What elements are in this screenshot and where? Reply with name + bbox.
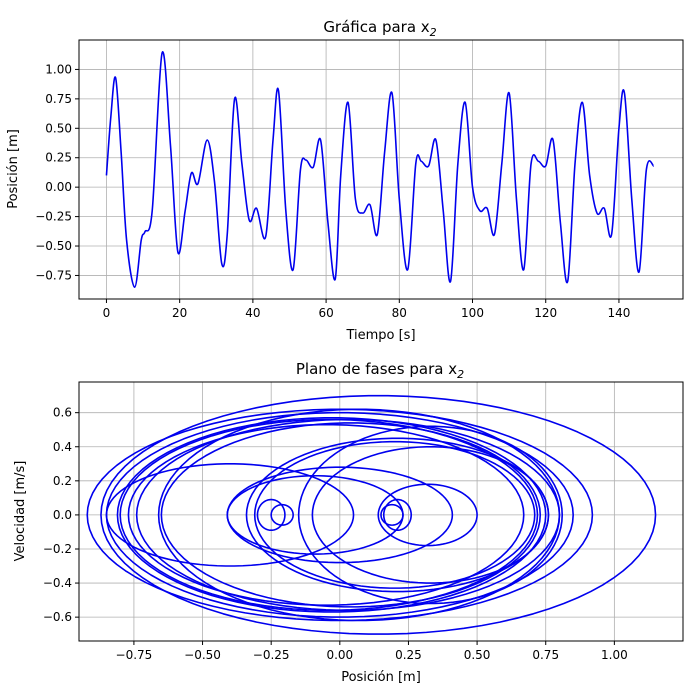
- x-tick-label: 1.00: [601, 648, 628, 662]
- chart-phase: Plano de fases para x2 −0.75 −0.50 −0.25 0.…: [13, 360, 684, 685]
- y-tick-label: 0.0: [53, 508, 72, 522]
- chart-time-title: Gráfica para x2: [323, 18, 436, 39]
- phase-trajectory-loop: [245, 437, 550, 593]
- x-tick-label: 0.25: [395, 648, 422, 662]
- chart-phase-xlabel: Posición [m]: [341, 670, 421, 685]
- phase-trajectory-loop: [297, 425, 563, 605]
- y-tick-label: −0.25: [35, 210, 72, 224]
- phase-trajectory-loop: [253, 440, 536, 589]
- x-tick-label: 60: [318, 306, 333, 320]
- y-tick-label: −0.6: [43, 610, 72, 624]
- x-tick-label: 0.00: [326, 648, 353, 662]
- x-tick-label: 80: [392, 306, 407, 320]
- y-tick-label: −0.2: [43, 542, 72, 556]
- chart-time-plot-area: [105, 51, 655, 289]
- phase-trajectory-loop: [100, 394, 657, 635]
- phase-trajectory-loop: [256, 498, 286, 532]
- y-tick-label: 0.25: [45, 151, 72, 165]
- phase-trajectory-loop: [160, 422, 542, 608]
- chart-time-xlabel: Tiempo [s]: [345, 328, 415, 343]
- chart-time-ylabel: Posición [m]: [6, 129, 21, 209]
- y-tick-label: 0.4: [53, 440, 72, 454]
- chart-time: Gráfica para x2 0 20 40 60 80 100 120 140 −0.75 −…: [6, 18, 684, 343]
- x-tick-label: 40: [245, 306, 260, 320]
- x-tick-label: 20: [172, 306, 187, 320]
- chart-time-frame: [78, 39, 684, 300]
- phase-trajectory-loop: [105, 463, 355, 567]
- chart-phase-frame: [78, 381, 684, 642]
- phase-trajectory-loop: [86, 408, 594, 622]
- chart-time-ticks: 0 20 40 60 80 100 120 140 −0.75 −0.50 −0.25 0.00 0.2…: [35, 62, 630, 320]
- phase-trajectory-loop: [157, 408, 561, 622]
- chart-phase-ylabel: Velocidad [m/s]: [13, 461, 28, 562]
- x-tick-label: 140: [607, 306, 630, 320]
- y-tick-label: 0.00: [45, 180, 72, 194]
- chart-phase-ticks: −0.75 −0.50 −0.25 0.00 0.25 0.50 0.75 1.00 −0.6 −…: [43, 406, 628, 662]
- x-tick-label: 0.75: [532, 648, 559, 662]
- y-tick-label: −0.50: [35, 239, 72, 253]
- phase-trajectory-loop: [380, 503, 404, 526]
- phase-trajectory-loop: [135, 418, 561, 612]
- phase-trajectory-loop: [116, 417, 547, 613]
- phase-trajectory-loop: [226, 466, 454, 564]
- x-tick-label: −0.75: [116, 648, 153, 662]
- chart-phase-plot-area: [86, 394, 657, 635]
- x-tick-label: 0.50: [464, 648, 491, 662]
- phase-trajectory-loop: [382, 498, 412, 532]
- phase-trajectory-loop: [377, 483, 478, 547]
- y-tick-label: 0.2: [53, 474, 72, 488]
- y-tick-label: −0.4: [43, 576, 72, 590]
- series-line-position: [105, 51, 655, 289]
- phase-trajectory-loop: [311, 445, 550, 584]
- phase-trajectory-loop: [270, 503, 294, 526]
- y-tick-label: −0.75: [35, 268, 72, 282]
- phase-trajectory-loop: [127, 423, 525, 606]
- x-tick-label: 0: [103, 306, 111, 320]
- x-tick-label: −0.50: [184, 648, 221, 662]
- chart-phase-title: Plano de fases para x2: [296, 360, 464, 381]
- x-tick-label: −0.25: [253, 648, 290, 662]
- y-tick-label: 0.50: [45, 121, 72, 135]
- x-tick-label: 120: [534, 306, 557, 320]
- y-tick-label: 0.75: [45, 92, 72, 106]
- y-tick-label: 1.00: [45, 62, 72, 76]
- x-tick-label: 100: [461, 306, 484, 320]
- chart-time-gridlines: [79, 40, 683, 299]
- y-tick-label: 0.6: [53, 406, 72, 420]
